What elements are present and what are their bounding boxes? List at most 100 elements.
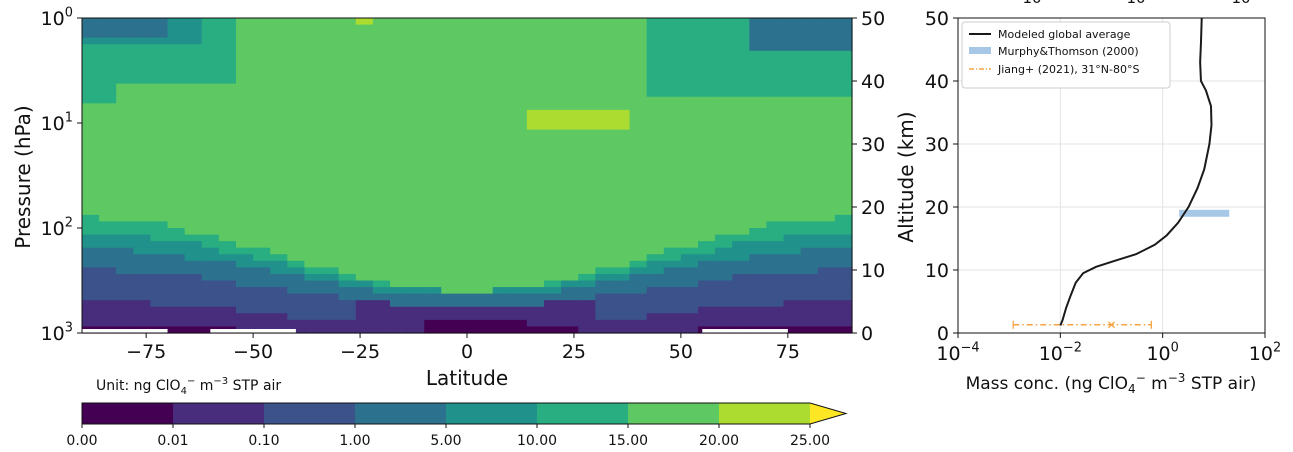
heatmap-cell [372, 123, 391, 131]
heatmap-cell [372, 116, 391, 124]
heatmap-cell [561, 293, 579, 301]
heatmap-cell [390, 260, 408, 268]
heatmap-cell [218, 273, 237, 282]
heatmap-cell [834, 116, 853, 124]
heatmap-cell [475, 57, 494, 65]
heatmap-cell [732, 123, 750, 131]
heatmap-cell [680, 103, 699, 111]
heatmap-cell [338, 313, 357, 321]
heatmap-cell [355, 221, 374, 229]
heatmap-cell [663, 260, 682, 268]
heatmap-cell [99, 44, 117, 52]
heatmap-cell [407, 241, 425, 249]
colorbar-segment [537, 403, 629, 424]
heatmap-cell [492, 260, 511, 268]
heatmap-cell [629, 83, 648, 91]
heatmap-cell [133, 175, 152, 183]
heatmap-cell [509, 175, 528, 183]
heatmap-cell [150, 70, 169, 78]
heatmap-cell [338, 221, 357, 229]
heatmap-cell [509, 241, 528, 249]
heatmap-cell [150, 24, 169, 32]
heatmap-cell [355, 123, 374, 131]
heatmap-cell [253, 228, 271, 236]
heatmap-cell [663, 300, 682, 308]
heatmap-cell [646, 162, 665, 170]
heatmap-cell [475, 319, 494, 328]
heatmap-cell [544, 90, 562, 98]
heatmap-cell [561, 280, 579, 288]
heatmap-cell [612, 70, 631, 78]
heatmap-cell [595, 24, 614, 32]
heatmap-cell [407, 267, 425, 275]
heatmap-cell [509, 129, 528, 137]
heatmap-cell [817, 273, 836, 282]
heatmap-cell [355, 83, 374, 91]
heatmap-cell [698, 287, 716, 295]
heatmap-cell [133, 241, 152, 249]
heatmap-cell [201, 142, 220, 150]
heatmap-cell [270, 300, 288, 308]
heatmap-cell [270, 63, 288, 72]
heatmap-cell [509, 201, 528, 209]
heatmap-cell [372, 31, 391, 39]
heatmap-cell [236, 247, 254, 255]
heatmap-cell [526, 37, 545, 45]
heatmap-cell [304, 77, 323, 85]
heatmap-cell [270, 241, 288, 249]
heatmap-cell [629, 96, 648, 104]
heatmap-cell [698, 208, 716, 216]
heatmap-cell [732, 208, 750, 216]
heatmap-cell [99, 155, 117, 163]
heatmap-cell [680, 234, 699, 242]
heatmap-cell [492, 247, 511, 255]
heatmap-cell [561, 221, 579, 229]
heatmap-cell [218, 96, 237, 104]
heatmap-cell [270, 293, 288, 301]
modeled-profile-line [1059, 17, 1213, 326]
heatmap-cell [338, 280, 357, 288]
heatmap-cell [201, 129, 220, 137]
heatmap-cell [663, 50, 682, 58]
heatmap-cell [492, 83, 511, 91]
heatmap-cell [304, 44, 323, 52]
heatmap-cell [492, 149, 511, 157]
heatmap-cell [578, 129, 596, 137]
heatmap-cell [116, 63, 134, 72]
heatmap-cell [612, 241, 631, 249]
heatmap-cell [629, 319, 648, 328]
heatmap-cell [150, 254, 169, 262]
heatmap-cell [424, 201, 442, 209]
heatmap-cell [526, 162, 545, 170]
heatmap-cell [304, 109, 323, 118]
heatmap-cell [817, 260, 836, 268]
heatmap-cell [766, 96, 785, 104]
heatmap-cell [561, 287, 579, 295]
heatmap-cell [817, 201, 836, 209]
heatmap-cell [167, 96, 186, 104]
heatmap-cell [372, 168, 391, 177]
heatmap-cell [544, 241, 562, 249]
heatmap-cell [578, 44, 596, 52]
heatmap-cell [133, 18, 152, 26]
heatmap-cell [715, 313, 733, 321]
heatmap-cell [475, 313, 494, 321]
heatmap-cell [715, 77, 733, 85]
heatmap-cell [834, 208, 853, 216]
heatmap-cell [595, 306, 614, 314]
heatmap-cell [150, 221, 169, 229]
heatmap-cell [544, 37, 562, 45]
heatmap-cell [390, 31, 408, 39]
heatmap-cell [424, 136, 442, 144]
heatmap-cell [82, 149, 100, 157]
heatmap-cell [509, 293, 528, 301]
heatmap-cell [150, 129, 169, 137]
heatmap-cell [270, 109, 288, 118]
heatmap-cell [167, 260, 186, 268]
heatmap-cell [800, 267, 819, 275]
heatmap-cell [578, 214, 596, 223]
heatmap-cell [800, 208, 819, 216]
heatmap-cell [578, 208, 596, 216]
heatmap-cell [749, 182, 768, 190]
